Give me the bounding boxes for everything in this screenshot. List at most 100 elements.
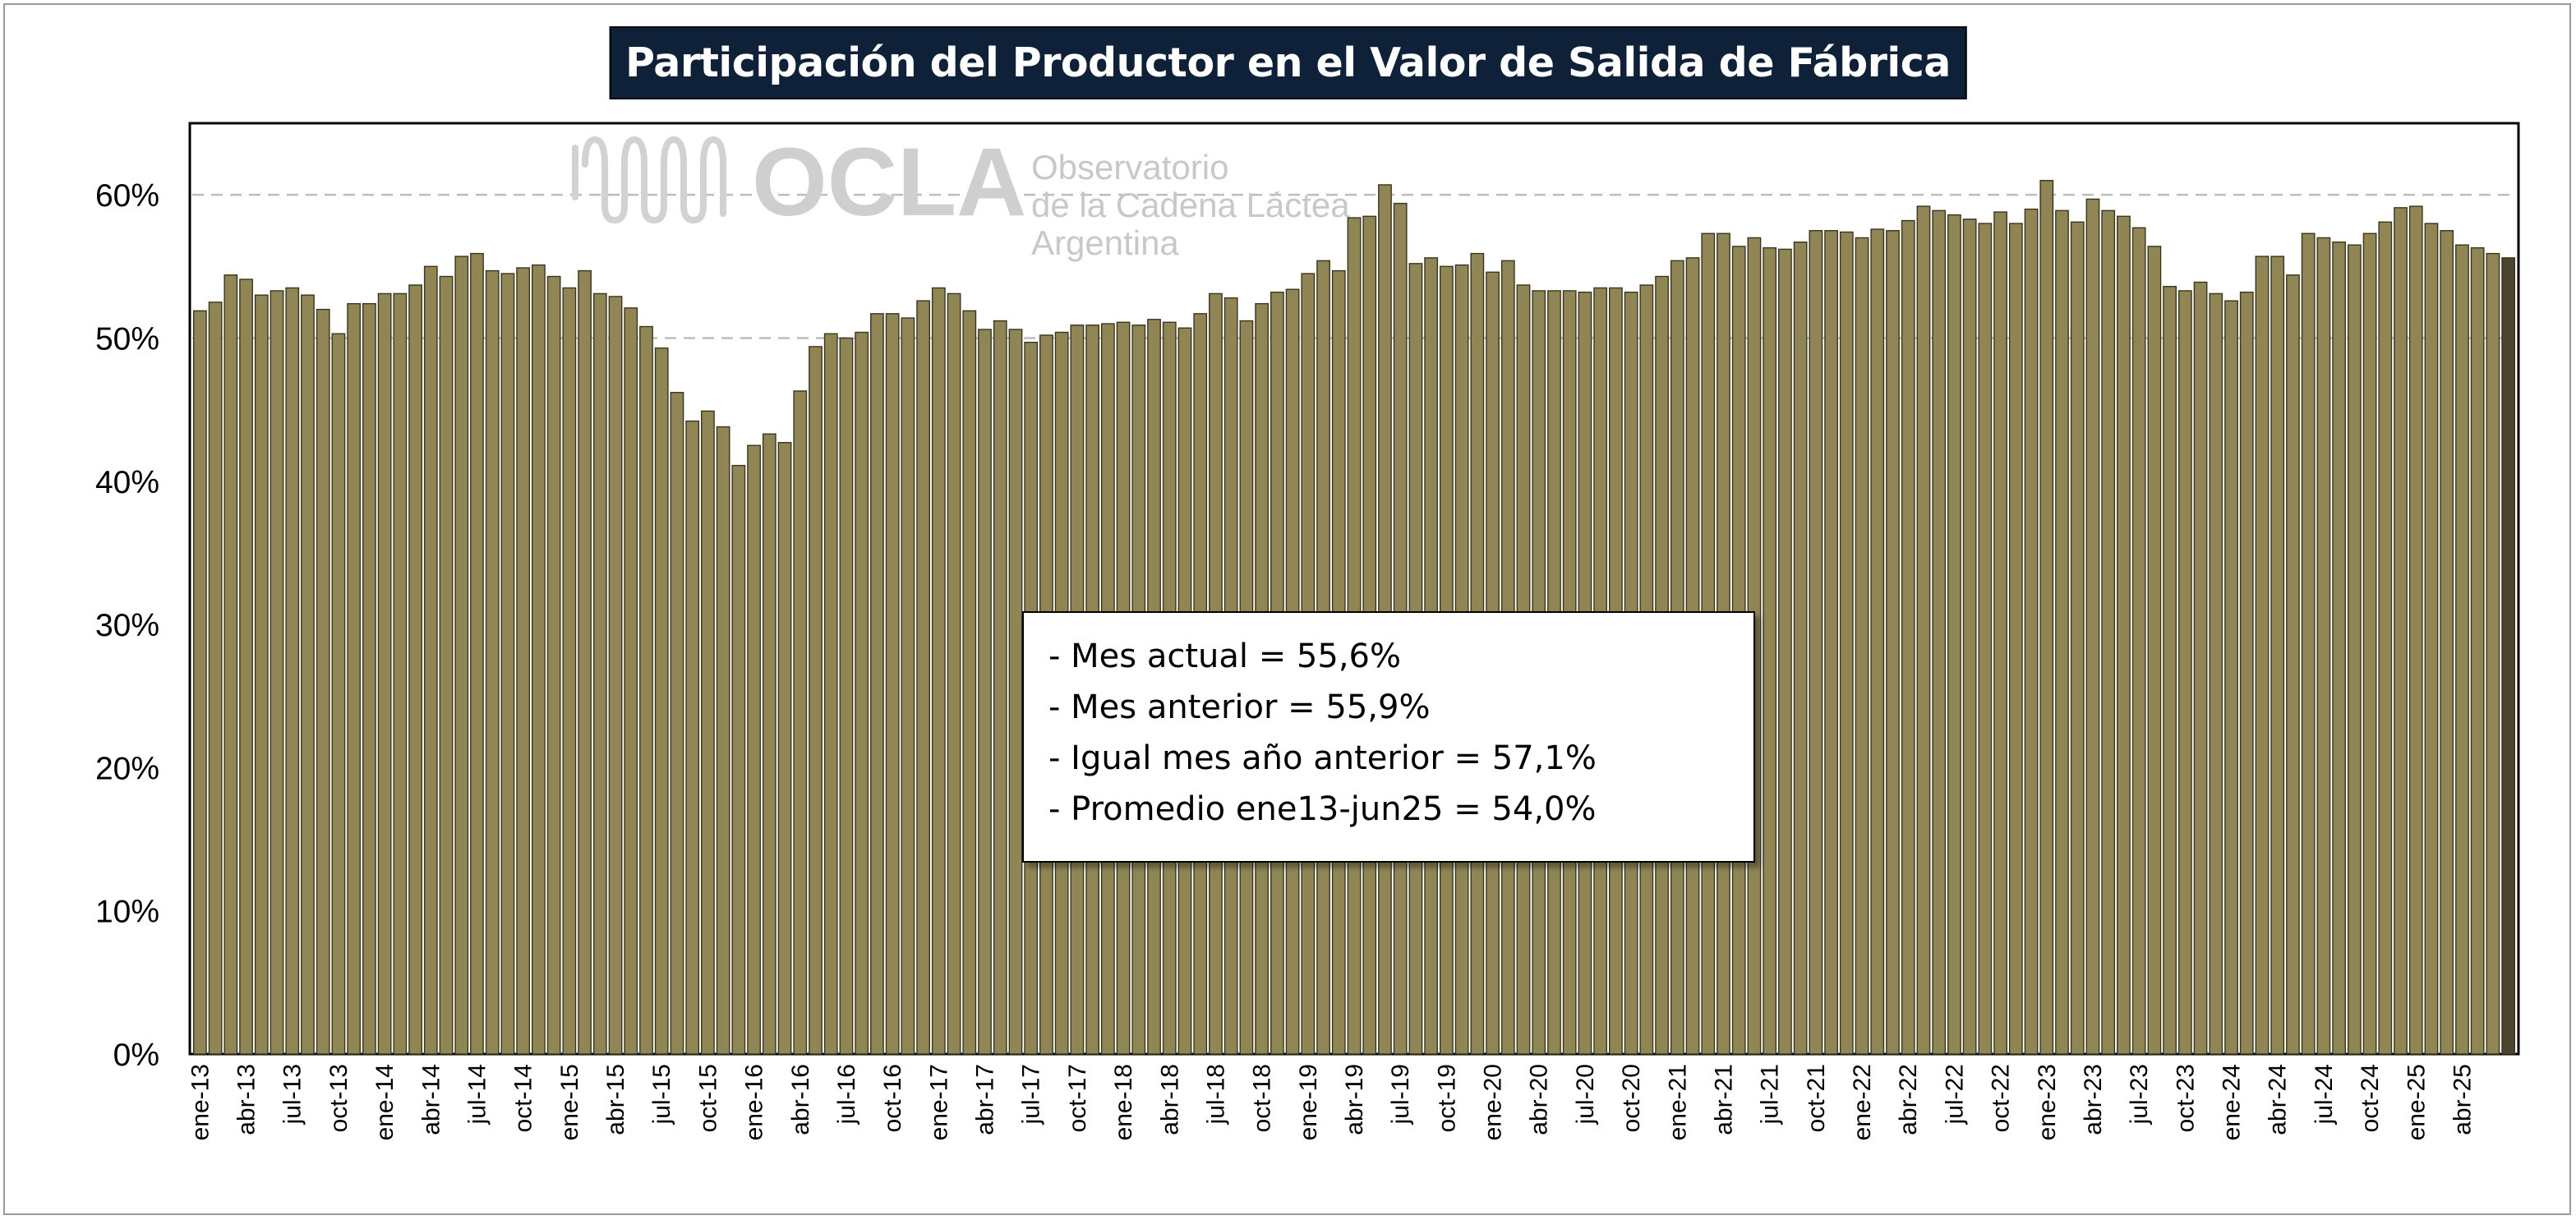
bar-2 <box>223 274 238 1055</box>
x-tick-label: jul-21 <box>1757 1064 1784 1125</box>
bar-134 <box>2255 256 2270 1055</box>
bar-25 <box>578 269 592 1055</box>
x-tick-label: abr-18 <box>1156 1064 1183 1135</box>
bar-133 <box>2239 291 2254 1055</box>
x-tick-label: jul-19 <box>1387 1064 1414 1125</box>
note-average: - Promedio ene13-jun25 = 54,0% <box>1048 790 1597 828</box>
x-tick-label: oct-13 <box>325 1064 353 1132</box>
bar-7 <box>301 294 315 1055</box>
bar-0 <box>192 310 207 1055</box>
bar-145 <box>2424 223 2439 1055</box>
bar-19 <box>485 269 500 1055</box>
bar-146 <box>2440 230 2454 1055</box>
bar-135 <box>2270 256 2285 1055</box>
x-tick-label: jul-23 <box>2126 1064 2153 1125</box>
bar-147 <box>2455 244 2469 1055</box>
x-tick-label: ene-14 <box>371 1064 399 1140</box>
bar-117 <box>1993 211 2007 1055</box>
x-tick-label: oct-17 <box>1064 1064 1091 1132</box>
x-tick-label: oct-14 <box>510 1064 537 1132</box>
bar-41 <box>823 333 838 1055</box>
bar-32 <box>685 420 700 1055</box>
x-tick-label: oct-22 <box>1988 1064 2015 1132</box>
x-tick-label: ene-25 <box>2403 1064 2430 1140</box>
note-previous-month: - Mes anterior = 55,9% <box>1048 688 1431 726</box>
x-tick-label: abr-16 <box>787 1064 814 1135</box>
bar-125 <box>2117 215 2131 1055</box>
watermark-line3: Argentina <box>1031 223 1179 262</box>
x-tick-label: abr-17 <box>972 1064 999 1135</box>
x-tick-label: oct-24 <box>2357 1064 2384 1132</box>
bar-37 <box>762 433 776 1055</box>
bar-50 <box>962 310 977 1055</box>
bar-142 <box>2378 221 2393 1055</box>
bar-6 <box>285 287 300 1055</box>
x-tick-label: oct-20 <box>1618 1064 1645 1132</box>
bar-18 <box>470 252 484 1055</box>
bar-127 <box>2147 246 2162 1055</box>
bar-113 <box>1932 209 1947 1055</box>
summary-box: - Mes actual = 55,6% - Mes anterior = 55… <box>1022 611 1755 863</box>
bar-121 <box>2055 209 2069 1055</box>
bar-4 <box>254 294 269 1055</box>
bar-11 <box>362 302 376 1055</box>
bar-49 <box>947 292 961 1055</box>
x-tick-label: ene-18 <box>1110 1064 1137 1140</box>
bar-17 <box>454 256 469 1055</box>
bar-40 <box>809 346 823 1055</box>
bar-144 <box>2408 205 2423 1055</box>
x-tick-label: jul-17 <box>1018 1064 1045 1125</box>
x-tick-label: ene-13 <box>187 1064 214 1140</box>
x-tick-label: abr-20 <box>1526 1064 1553 1135</box>
note-current-month: - Mes actual = 55,6% <box>1048 638 1402 675</box>
watermark-line2: de la Cadena Láctea <box>1031 186 1350 224</box>
bar-138 <box>2316 237 2331 1055</box>
bar-104 <box>1793 241 1808 1055</box>
bar-110 <box>1886 230 1900 1055</box>
bar-38 <box>777 442 792 1055</box>
bar-107 <box>1839 231 1854 1055</box>
bar-106 <box>1824 230 1838 1055</box>
bar-22 <box>532 264 546 1055</box>
bar-136 <box>2286 274 2300 1055</box>
x-tick-label: ene-20 <box>1480 1064 1507 1140</box>
bar-114 <box>1947 214 1961 1055</box>
bar-47 <box>916 300 930 1055</box>
ocla-wave-icon <box>572 136 726 224</box>
bar-112 <box>1916 205 1931 1055</box>
bar-48 <box>931 287 946 1055</box>
x-tick-label: jul-22 <box>1941 1064 1968 1125</box>
bar-5 <box>270 290 284 1055</box>
bar-105 <box>1809 230 1823 1055</box>
bar-109 <box>1870 228 1885 1055</box>
bar-31 <box>670 392 684 1055</box>
bar-116 <box>1978 223 1993 1055</box>
bar-119 <box>2024 208 2039 1055</box>
y-tick-label: 0% <box>113 1038 159 1073</box>
bar-53 <box>1008 329 1023 1055</box>
x-tick-label: abr-15 <box>602 1064 629 1135</box>
bar-24 <box>562 287 577 1055</box>
x-tick-label: jul-16 <box>833 1064 860 1125</box>
bar-141 <box>2362 232 2377 1055</box>
x-tick-label: abr-24 <box>2265 1064 2292 1135</box>
x-tick-label: jul-14 <box>463 1064 491 1125</box>
watermark-brand: OCLA <box>752 128 1026 237</box>
bar-36 <box>747 444 761 1055</box>
x-tick-label: oct-19 <box>1433 1064 1460 1132</box>
watermark-line1: Observatorio <box>1031 148 1228 186</box>
x-tick-label: ene-15 <box>556 1064 583 1140</box>
x-tick-label: oct-23 <box>2172 1064 2199 1132</box>
x-tick-label: ene-24 <box>2219 1064 2246 1140</box>
x-tick-label: oct-16 <box>879 1064 906 1132</box>
x-tick-label: ene-21 <box>1664 1064 1691 1140</box>
x-tick-label: jul-15 <box>648 1064 675 1125</box>
bar-126 <box>2131 227 2146 1055</box>
bar-3 <box>239 279 253 1055</box>
chart-title: Participación del Productor en el Valor … <box>609 26 1967 99</box>
bar-45 <box>885 313 900 1055</box>
bar-10 <box>347 302 362 1055</box>
bar-130 <box>2193 281 2208 1055</box>
bar-124 <box>2101 209 2116 1055</box>
